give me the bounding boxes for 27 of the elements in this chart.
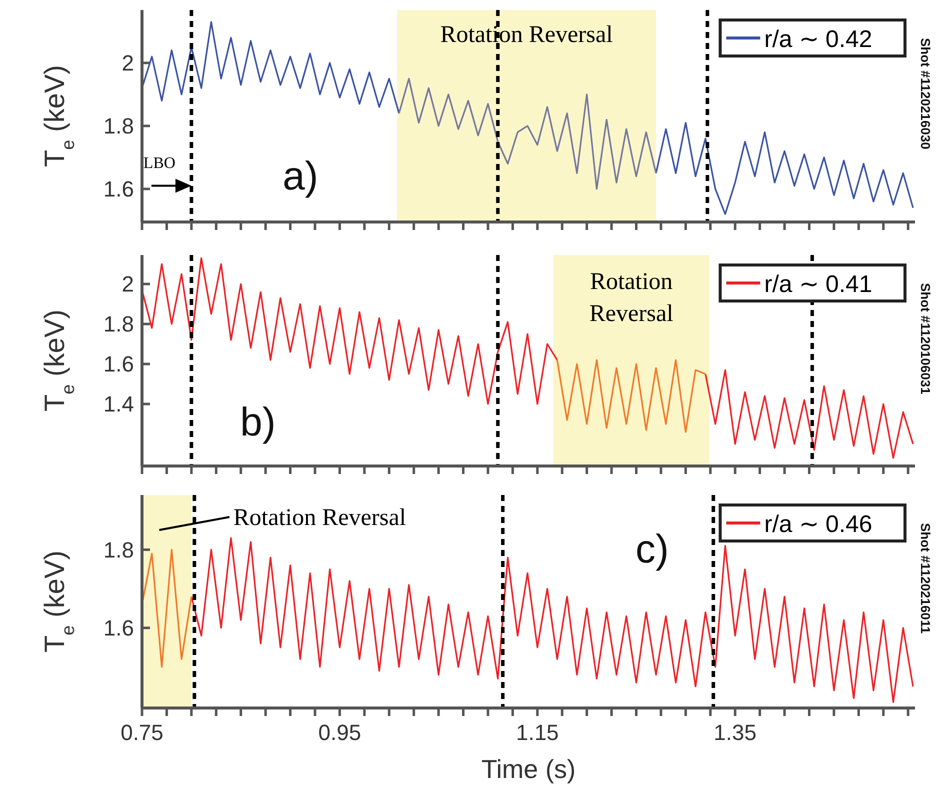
y-tick-label: 1.6	[103, 616, 134, 641]
annotation: c)	[636, 527, 669, 572]
text: Shot #1120216011	[918, 523, 933, 634]
y-tick-label: 1.8	[103, 114, 134, 139]
y-tick-label: 1.8	[103, 537, 134, 562]
legend-label: r/a ∼ 0.46	[764, 511, 872, 538]
y-tick-label: 2	[122, 272, 134, 297]
text: Shot #1120106031	[918, 283, 933, 394]
y-tick-label: 1.6	[103, 352, 134, 377]
x-tick-label: 0.95	[318, 720, 362, 745]
band-label: Rotation Reversal	[440, 22, 614, 48]
x-axis-title: Time (s)	[481, 754, 576, 784]
y-tick-label: 1.6	[103, 176, 134, 202]
band-label: Rotation Reversal	[589, 269, 674, 327]
x-tick-label: 1.35	[714, 720, 757, 745]
legend-label: r/a ∼ 0.41	[764, 271, 872, 298]
legend-label: r/a ∼ 0.42	[764, 26, 872, 53]
y-tick-label: 2	[122, 50, 134, 76]
annotation: LBO	[143, 154, 176, 172]
band-label: Rotation Reversal	[233, 505, 406, 531]
x-tick-label: 0.75	[120, 720, 164, 745]
y-tick-label: 1.4	[103, 392, 134, 417]
x-tick-label: 1.15	[516, 720, 559, 745]
y-tick-label: 1.8	[103, 312, 134, 337]
annotation: b)	[240, 400, 276, 445]
annotation: a)	[282, 154, 318, 198]
text: Shot #1120216030	[918, 38, 933, 150]
